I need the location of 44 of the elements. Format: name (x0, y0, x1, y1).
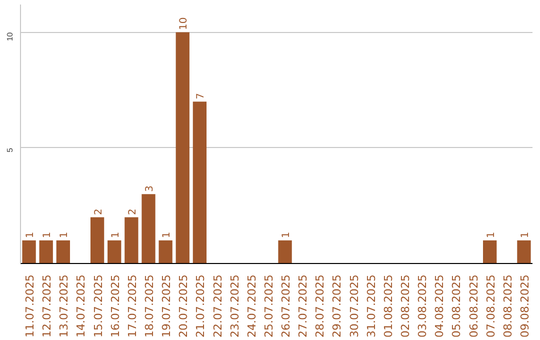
data-label: 1 (281, 232, 292, 238)
x-tick-label: 01.08.2025 (382, 274, 395, 338)
y-tick-label: 5 (6, 147, 14, 152)
data-label: 3 (144, 185, 156, 192)
data-label: 1 (162, 232, 173, 238)
x-tick-label: 13.07.2025 (58, 274, 71, 338)
x-tick-label: 04.08.2025 (433, 274, 446, 338)
data-label: 1 (110, 232, 122, 238)
x-tick-label: 20.07.2025 (177, 274, 190, 338)
x-tick-label: 07.08.2025 (484, 274, 498, 338)
x-tick-label: 16.07.2025 (108, 274, 122, 338)
x-tick-label: 11.07.2025 (24, 274, 37, 338)
data-label: 10 (178, 17, 190, 30)
x-tick-label: 14.07.2025 (74, 274, 88, 338)
x-tick-label: 29.07.2025 (330, 274, 344, 338)
data-label: 2 (127, 208, 138, 215)
x-tick-label: 21.07.2025 (194, 274, 208, 338)
x-tick-label: 27.07.2025 (296, 274, 310, 338)
x-tick-label: 06.08.2025 (467, 274, 480, 338)
data-label: 1 (59, 232, 70, 238)
data-label: 1 (42, 232, 54, 238)
x-tick-label: 02.08.2025 (399, 274, 412, 338)
x-tick-label: 17.07.2025 (126, 274, 139, 338)
data-label: 1 (520, 232, 531, 238)
x-tick-label: 25.07.2025 (262, 274, 276, 338)
x-tick-label: 31.07.2025 (364, 274, 378, 338)
x-tick-label: 12.07.2025 (40, 274, 54, 338)
x-tick-label: 19.07.2025 (160, 274, 174, 338)
data-label: 7 (196, 92, 207, 100)
x-tick-label: 23.07.2025 (228, 274, 242, 338)
x-tick-label: 28.07.2025 (314, 274, 327, 338)
x-tick-label: 30.07.2025 (348, 274, 361, 338)
data-label: 1 (486, 232, 497, 238)
x-tick-label: 22.07.2025 (211, 274, 224, 338)
x-tick-label: 18.07.2025 (143, 274, 156, 338)
x-tick-label: 08.08.2025 (501, 274, 514, 338)
x-tick-label: 26.07.2025 (280, 274, 293, 338)
x-tick-label: 05.08.2025 (450, 274, 464, 338)
data-label: 1 (25, 232, 36, 238)
x-tick-label: 03.08.2025 (416, 274, 430, 338)
x-tick-label: 24.07.2025 (245, 274, 258, 338)
x-tick-label: 09.08.2025 (518, 274, 532, 338)
x-tick-label: 15.07.2025 (92, 274, 105, 338)
data-label: 2 (93, 208, 104, 215)
